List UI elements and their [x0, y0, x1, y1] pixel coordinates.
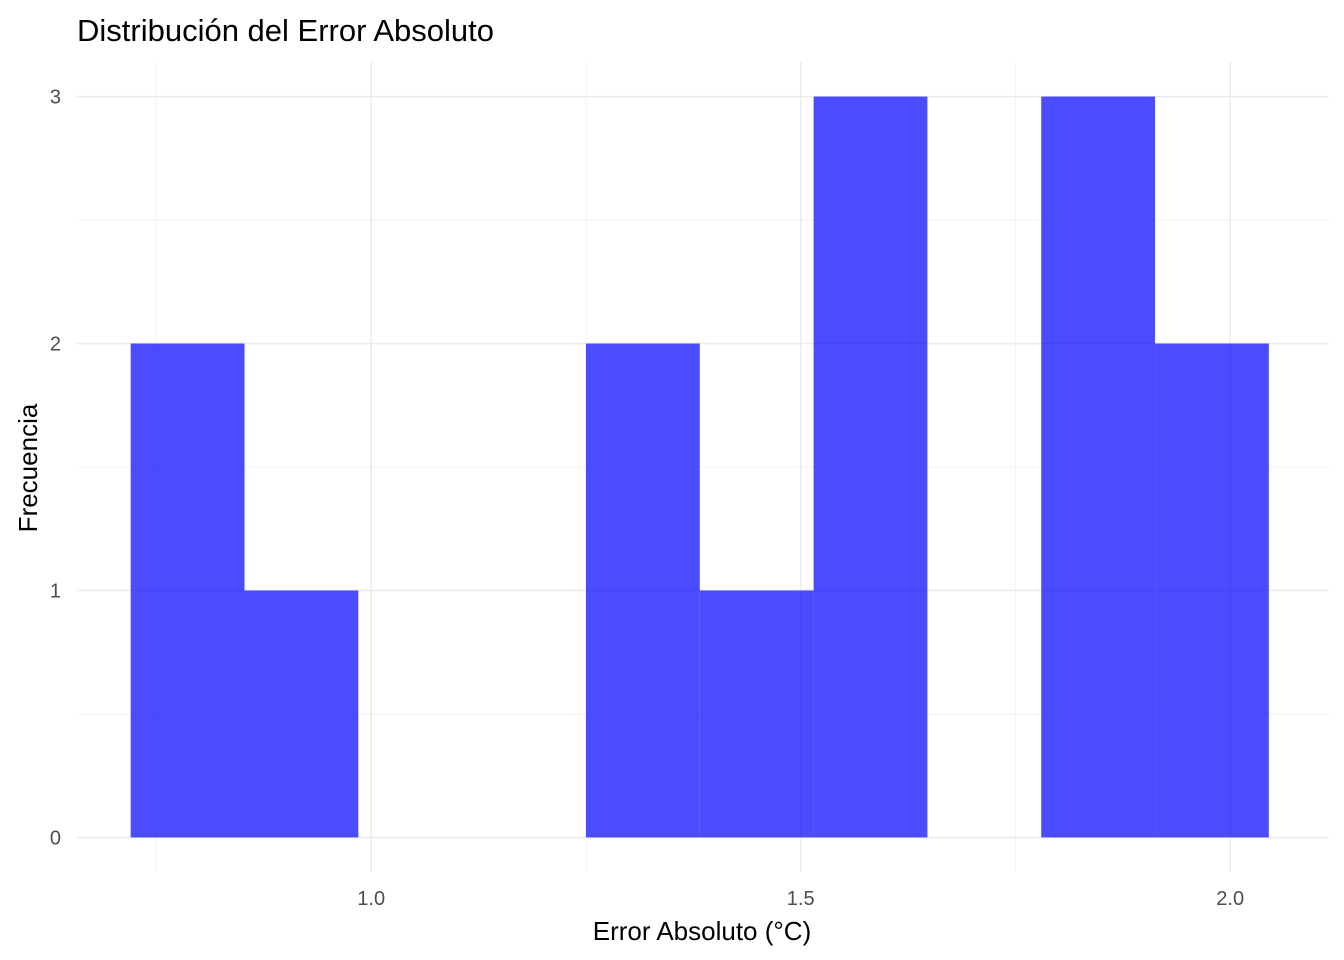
- x-axis-title: Error Absoluto (°C): [593, 916, 811, 946]
- x-tick-label: 1.0: [357, 888, 385, 910]
- histogram-bar: [130, 343, 245, 838]
- y-tick-label: 3: [50, 87, 61, 109]
- histogram-bar: [699, 590, 814, 838]
- histogram-bar: [585, 343, 700, 838]
- y-tick-label: 0: [50, 827, 61, 849]
- histogram-bars: [130, 96, 1269, 838]
- y-axis-title: Frecuencia: [13, 403, 43, 532]
- histogram-bar: [1041, 96, 1156, 838]
- y-tick-label: 1: [50, 580, 61, 602]
- histogram-bar: [813, 96, 928, 838]
- histogram-bar: [244, 590, 359, 838]
- histogram-bar: [1155, 343, 1269, 838]
- chart-title: Distribución del Error Absoluto: [77, 13, 494, 48]
- x-tick-label: 1.5: [787, 888, 815, 910]
- x-axis-tick-labels: 1.0 1.5 2.0: [357, 888, 1244, 910]
- y-tick-label: 2: [50, 334, 61, 356]
- y-axis-tick-labels: 0 1 2 3: [50, 87, 61, 850]
- x-tick-label: 2.0: [1216, 888, 1244, 910]
